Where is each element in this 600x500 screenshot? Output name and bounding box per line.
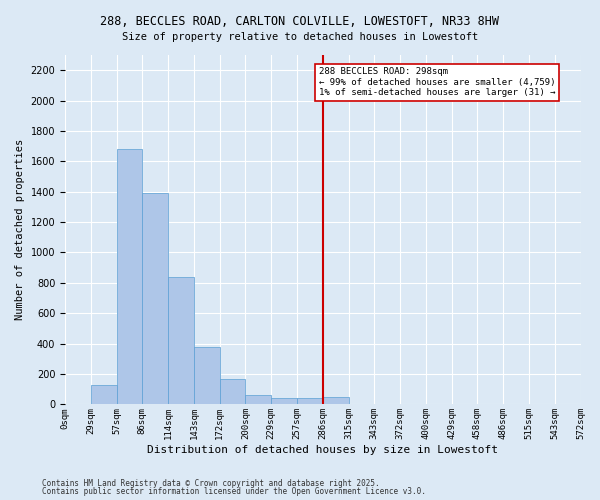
Bar: [271, 398, 297, 404]
Bar: [142, 193, 168, 404]
Bar: [297, 398, 323, 404]
Bar: [91, 384, 116, 404]
X-axis label: Distribution of detached houses by size in Lowestoft: Distribution of detached houses by size …: [147, 445, 498, 455]
Text: 288, BECCLES ROAD, CARLTON COLVILLE, LOWESTOFT, NR33 8HW: 288, BECCLES ROAD, CARLTON COLVILLE, LOW…: [101, 15, 499, 28]
Bar: [168, 277, 194, 404]
Text: Size of property relative to detached houses in Lowestoft: Size of property relative to detached ho…: [122, 32, 478, 42]
Bar: [194, 346, 220, 405]
Text: Contains public sector information licensed under the Open Government Licence v3: Contains public sector information licen…: [42, 487, 426, 496]
Bar: [245, 396, 271, 404]
Bar: [116, 149, 142, 405]
Y-axis label: Number of detached properties: Number of detached properties: [15, 139, 25, 320]
Bar: [220, 378, 245, 404]
Text: Contains HM Land Registry data © Crown copyright and database right 2025.: Contains HM Land Registry data © Crown c…: [42, 478, 380, 488]
Bar: [323, 397, 349, 404]
Text: 288 BECCLES ROAD: 298sqm
← 99% of detached houses are smaller (4,759)
1% of semi: 288 BECCLES ROAD: 298sqm ← 99% of detach…: [319, 67, 556, 97]
